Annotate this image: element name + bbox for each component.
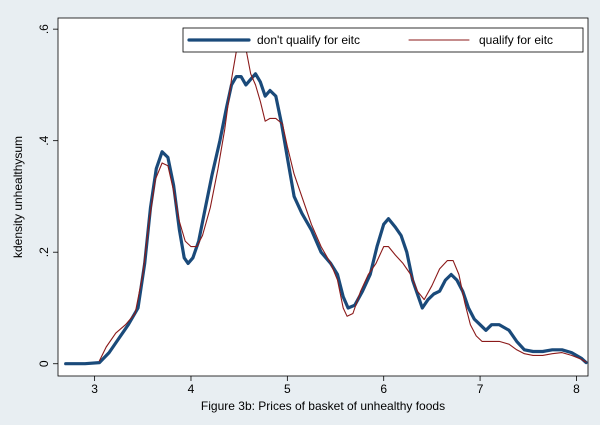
x-tick-label: 8 bbox=[573, 382, 580, 396]
legend: don't qualify for eitc qualify for eitc bbox=[182, 27, 584, 53]
legend-label-qualify: qualify for eitc bbox=[479, 33, 553, 47]
y-tick-label: 0 bbox=[37, 360, 51, 367]
x-tick-label: 7 bbox=[477, 382, 484, 396]
y-axis-title: kdensity unhealthysum bbox=[11, 136, 25, 258]
x-axis-title: Figure 3b: Prices of basket of unhealthy… bbox=[201, 399, 445, 413]
x-tick-label: 4 bbox=[188, 382, 195, 396]
x-tick-label: 5 bbox=[284, 382, 291, 396]
x-tick-label: 6 bbox=[380, 382, 387, 396]
legend-label-dont-qualify: don't qualify for eitc bbox=[257, 33, 360, 47]
y-tick-label: .4 bbox=[37, 135, 51, 145]
axes: 3 4 5 6 7 8 0 .2 .4 .6 bbox=[37, 24, 580, 396]
series-lines bbox=[64, 34, 588, 366]
plot-area bbox=[57, 17, 589, 377]
series-line-qualify bbox=[98, 34, 587, 363]
x-tick-label: 3 bbox=[91, 382, 98, 396]
y-tick-label: .6 bbox=[37, 24, 51, 34]
y-tick-label: .2 bbox=[37, 247, 51, 257]
